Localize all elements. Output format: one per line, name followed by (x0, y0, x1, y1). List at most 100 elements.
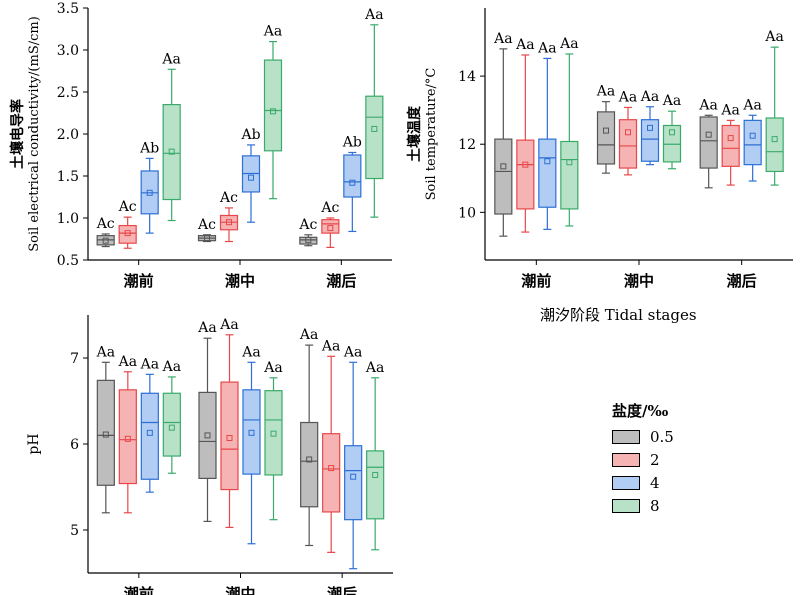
box-iqr (596, 111, 616, 165)
box-8-潮后: Aa (764, 29, 784, 186)
significance-label: Aa (720, 102, 739, 118)
significance-label: Ab (342, 134, 362, 150)
box-mean (522, 161, 529, 168)
box-8-潮前: Aa (161, 51, 181, 222)
legend: 盐度/‰ 0.5 2 4 8 (612, 400, 762, 517)
box-iqr (140, 392, 159, 480)
significance-label: Aa (364, 7, 383, 23)
box-mean (328, 465, 335, 472)
box-mean (270, 108, 276, 115)
box-2-潮前: Aa (118, 354, 137, 514)
box-4-潮后: Aa (742, 97, 762, 182)
box-2-潮中: Aa (219, 317, 239, 529)
y-axis-label: Soil electrical conductivity/(mS/cm) (27, 16, 42, 252)
chart-panel-0: 0.5 1.0 1.5 2.0 2.5 3.0 3.5 土壤电导率 Soil electrica… (9, 1, 392, 290)
significance-label: Aa (161, 51, 180, 67)
box-iqr (366, 450, 385, 520)
box-iqr (365, 95, 384, 180)
box-iqr (322, 433, 341, 513)
legend-swatch-3 (612, 498, 640, 513)
box-iqr (264, 390, 283, 476)
box-mean (647, 124, 653, 131)
significance-label: Aa (493, 31, 512, 47)
box-iqr (494, 138, 513, 215)
box-iqr (263, 59, 283, 152)
significance-label: Aa (118, 354, 137, 370)
box-8-潮中: Aa (263, 24, 283, 200)
box-mean (168, 148, 175, 155)
box-0.5-潮前: Aa (96, 344, 115, 514)
box-2-潮前: Aa (515, 37, 535, 233)
significance-label: Ab (240, 127, 260, 143)
box-iqr (96, 379, 115, 486)
box-8-潮前: Aa (559, 36, 579, 227)
box-mean (771, 136, 778, 143)
box-mean (226, 219, 232, 226)
box-mean (146, 189, 153, 196)
box-iqr (699, 116, 718, 169)
box-2-潮后: Aa (720, 102, 740, 186)
box-0.5-潮前: Ac (96, 216, 115, 248)
significance-label: Aa (365, 360, 384, 376)
box-mean (327, 225, 334, 232)
box-mean (226, 434, 233, 441)
box-mean (705, 131, 712, 138)
x-tick-label: 潮后 (326, 272, 356, 290)
legend-item-0: 0.5 (612, 425, 762, 448)
significance-label: Aa (219, 317, 238, 333)
legend-item-2: 4 (612, 471, 762, 494)
box-8-潮后: Aa (364, 7, 384, 218)
box-4-潮前: Ab (139, 140, 159, 234)
box-mean (204, 235, 210, 242)
box-8-潮后: Aa (365, 360, 385, 551)
box-mean (350, 473, 357, 480)
box-iqr (162, 392, 181, 457)
significance-label: Aa (596, 84, 615, 100)
x-tick-label: 潮中 (225, 272, 255, 290)
y-tick-label: 1.5 (57, 169, 79, 185)
box-mean (727, 135, 734, 142)
significance-label: Aa (321, 338, 340, 354)
box-mean (124, 230, 131, 237)
box-mean (544, 158, 551, 165)
x-tick-label: 潮后 (327, 585, 357, 595)
y-axis-label-cn: 土壤电导率 (9, 99, 26, 169)
box-mean (625, 129, 631, 136)
box-2-潮中: Aa (618, 89, 637, 176)
significance-label: Aa (197, 320, 216, 336)
box-iqr (300, 421, 319, 508)
legend-label-0: 0.5 (650, 427, 674, 446)
y-tick-label: 5 (70, 523, 79, 539)
box-4-潮前: Aa (140, 356, 159, 493)
box-mean (305, 236, 312, 243)
box-mean (566, 159, 573, 166)
significance-label: Aa (263, 24, 282, 40)
legend-label-2: 4 (650, 473, 660, 492)
x-tick-label: 潮中 (225, 585, 255, 595)
legend-swatch-1 (612, 452, 640, 467)
box-iqr (765, 117, 784, 173)
y-tick-label: 0.5 (57, 253, 79, 269)
legend-item-1: 2 (612, 448, 762, 471)
x-tick-label: 潮前 (124, 272, 154, 290)
legend-title: 盐度/‰ (612, 402, 669, 420)
y-axis-label: pH (26, 433, 42, 454)
box-4-潮后: Aa (343, 344, 362, 570)
box-4-潮中: Ab (240, 127, 261, 223)
significance-label: Aa (537, 40, 556, 56)
box-iqr (118, 224, 137, 244)
significance-label: Aa (698, 97, 717, 113)
box-mean (102, 237, 109, 244)
x-tick-label: 潮中 (624, 272, 654, 290)
box-mean (372, 471, 379, 478)
y-tick-label: 2.0 (57, 127, 79, 143)
box-mean (102, 431, 109, 438)
box-mean (669, 129, 675, 136)
y-tick-label: 2.5 (57, 85, 79, 101)
box-mean (603, 127, 609, 134)
box-iqr (162, 103, 181, 201)
significance-label: Ac (298, 217, 317, 233)
box-iqr (299, 236, 318, 245)
